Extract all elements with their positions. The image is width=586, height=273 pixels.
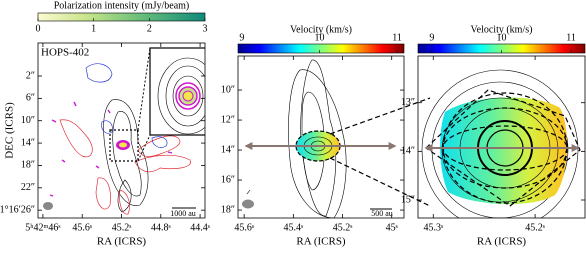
panel-1-image-shape bbox=[103, 99, 149, 206]
panel-1-image-shape bbox=[165, 65, 205, 127]
panel-1-image-shape bbox=[73, 101, 77, 107]
y-tick-label: 2″ bbox=[26, 70, 35, 81]
x-tick-label: 45.6ˢ bbox=[72, 222, 92, 233]
y-tick-label: 15″ bbox=[401, 194, 415, 205]
y-tick-label: 6″ bbox=[26, 93, 35, 104]
colorbar-tick-label: 1 bbox=[91, 23, 96, 34]
colorbar-label: Velocity (km/s) bbox=[471, 24, 533, 35]
plot-frame bbox=[417, 55, 586, 219]
panel-1-image-shape bbox=[137, 47, 151, 131]
colorbar bbox=[237, 43, 405, 54]
x-axis-label: RA (ICRS) bbox=[477, 236, 527, 248]
panel-2-image-shape bbox=[246, 189, 251, 195]
x-tick-label: 45ˢ bbox=[386, 222, 398, 233]
colorbar-label: Velocity (km/s) bbox=[290, 24, 352, 35]
panel-1-image-shape bbox=[182, 90, 194, 102]
y-tick-label: 10″ bbox=[21, 115, 35, 126]
plot-frame bbox=[237, 55, 405, 219]
panel-1-image-shape bbox=[172, 75, 204, 117]
y-tick-label: 14″ bbox=[221, 144, 235, 155]
panel-3-image bbox=[421, 69, 581, 218]
y-tick-label: 18″ bbox=[221, 204, 235, 215]
y-tick-label: 12″ bbox=[221, 114, 235, 125]
panel-1-image-shape bbox=[61, 159, 66, 163]
panel-2-image-shape bbox=[288, 69, 347, 218]
panel-3-image-shape bbox=[425, 89, 581, 207]
scale-bar-label: 1000 au bbox=[170, 209, 196, 218]
x-axis-label: RA (ICRS) bbox=[296, 236, 346, 248]
panel-1-image-shape bbox=[95, 165, 100, 169]
colorbar-tick-label: 3 bbox=[203, 23, 208, 34]
colorbar-tick-label: 9 bbox=[239, 32, 244, 43]
colorbar-tick-label: 11 bbox=[392, 32, 402, 43]
panel-1-image-shape bbox=[151, 136, 168, 148]
panel-1-image-shape bbox=[137, 134, 151, 162]
panel-1-image-shape bbox=[117, 179, 132, 213]
zoom-connector bbox=[329, 97, 431, 207]
x-tick-label: 45.4ˢ bbox=[284, 222, 304, 233]
x-tick-label: 45.2ˢ bbox=[525, 222, 545, 233]
colorbar-label: Polarization intensity (mJy/beam) bbox=[54, 0, 190, 11]
colorbar-tick-label: 11 bbox=[566, 32, 576, 43]
y-tick-label: 10″ bbox=[221, 84, 235, 95]
panel-2-image-shape bbox=[242, 199, 254, 209]
zoom-connector-shape bbox=[329, 157, 431, 207]
x-axis-label: RA (ICRS) bbox=[97, 236, 147, 248]
x-tick-label: 45.6ˢ bbox=[234, 222, 254, 233]
colorbar-tick-label: 9 bbox=[429, 32, 434, 43]
panel-1-image-shape bbox=[119, 142, 127, 148]
x-tick-label: 44.4ˢ bbox=[190, 222, 210, 233]
colorbar-tick-label: 10 bbox=[314, 32, 324, 43]
panel-2-image-shape bbox=[300, 59, 337, 217]
y-axis-label: DEC (ICRS) bbox=[4, 102, 16, 159]
y-tick-label: 16″ bbox=[221, 174, 235, 185]
panel-2-image-shape bbox=[301, 91, 325, 191]
y-tick-label: 14″ bbox=[21, 137, 35, 148]
panel-1-image-shape bbox=[157, 57, 205, 135]
x-tick-label: 45.2ˢ bbox=[112, 222, 132, 233]
zoom-connector-shape bbox=[329, 97, 431, 135]
y-tick-label: -1°16′26″ bbox=[0, 204, 35, 215]
colorbar-tick-label: 0 bbox=[36, 23, 41, 34]
x-tick-label: 45.2ˢ bbox=[333, 222, 353, 233]
panel-2-image bbox=[242, 59, 397, 218]
colorbar bbox=[37, 12, 206, 22]
x-tick-label: 44.8ˢ bbox=[151, 222, 171, 233]
panel-1-image-shape bbox=[109, 129, 139, 162]
panel-1-image-shape bbox=[49, 194, 54, 197]
panel-1-image-shape bbox=[85, 63, 113, 83]
panel-1-image bbox=[43, 47, 205, 215]
panel-1-image-shape bbox=[59, 119, 93, 158]
y-tick-label: 18″ bbox=[21, 160, 35, 171]
y-tick-label: 13″ bbox=[401, 97, 415, 108]
panel-1-image-shape bbox=[95, 177, 111, 210]
panel-1-image-shape bbox=[51, 119, 57, 123]
source-label: HOPS-402 bbox=[41, 47, 89, 59]
panel-1-image-shape bbox=[107, 109, 111, 114]
panel-1-image-shape bbox=[167, 151, 173, 154]
y-tick-label: 22″ bbox=[21, 182, 35, 193]
panel-1-image-shape bbox=[137, 135, 181, 157]
colorbar-tick-label: 2 bbox=[147, 23, 152, 34]
panel-1-image-shape bbox=[175, 82, 201, 110]
panel-1-image-shape bbox=[134, 154, 191, 173]
x-tick-label: 45.3ˢ bbox=[423, 222, 443, 233]
colorbar-tick-label: 10 bbox=[497, 32, 507, 43]
scale-bar-label: 500 au bbox=[371, 209, 393, 218]
panel-1-image-shape bbox=[101, 120, 113, 134]
panel-1-image-shape bbox=[119, 189, 130, 215]
panel-1-image-shape bbox=[43, 202, 53, 210]
y-tick-label: 14″ bbox=[401, 146, 415, 157]
x-tick-label: 5ʰ42ᵐ46ˢ bbox=[25, 222, 60, 233]
panel-1-image-shape bbox=[112, 111, 142, 197]
